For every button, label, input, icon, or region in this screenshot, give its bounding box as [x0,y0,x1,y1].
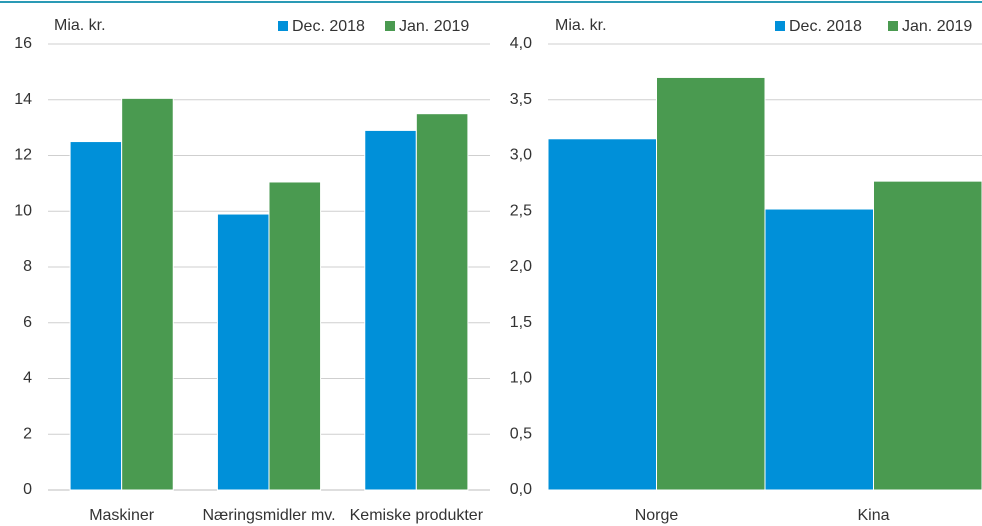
x-tick-label: Kemiske produkter [350,507,484,524]
y-tick-label: 2,5 [510,202,532,219]
y-tick-label: 2,0 [510,258,532,275]
y-tick-label: 0,5 [510,425,532,442]
bar [873,180,982,491]
y-tick-label: 2 [23,425,32,442]
y-tick-label: 3,0 [510,147,532,164]
y-tick-label: 12 [14,147,32,164]
x-tick-label: Norge [635,507,679,524]
x-tick-label: Kina [857,507,889,524]
legend-swatch [888,21,898,31]
bar [216,213,270,491]
x-tick-label: Maskiner [89,507,155,524]
legend-label: Jan. 2019 [902,18,972,35]
y-axis-label: Mia. kr. [555,17,607,34]
y-tick-label: 0 [23,481,32,498]
bar [547,138,657,491]
bar [656,76,766,491]
legend-swatch [385,21,395,31]
x-tick-label: Næringsmidler mv. [202,507,335,524]
y-tick-label: 3,5 [510,91,532,108]
legend-swatch [278,21,288,31]
y-tick-label: 16 [14,35,32,52]
y-tick-label: 6 [23,314,32,331]
legend-swatch [775,21,785,31]
bar [121,97,174,491]
y-tick-label: 10 [14,202,32,219]
y-tick-label: 4 [23,370,32,387]
bar [415,113,469,491]
y-tick-label: 4,0 [510,35,532,52]
bar [764,208,874,491]
y-tick-label: 1,0 [510,370,532,387]
y-tick-label: 1,5 [510,314,532,331]
legend-label: Dec. 2018 [292,18,365,35]
bar [69,141,123,491]
legend-label: Dec. 2018 [789,18,862,35]
y-axis-label: Mia. kr. [54,17,106,34]
bar [268,181,322,491]
y-tick-label: 8 [23,258,32,275]
legend-label: Jan. 2019 [399,18,469,35]
bar [364,129,417,491]
y-tick-label: 0,0 [510,481,532,498]
y-tick-label: 14 [14,91,32,108]
